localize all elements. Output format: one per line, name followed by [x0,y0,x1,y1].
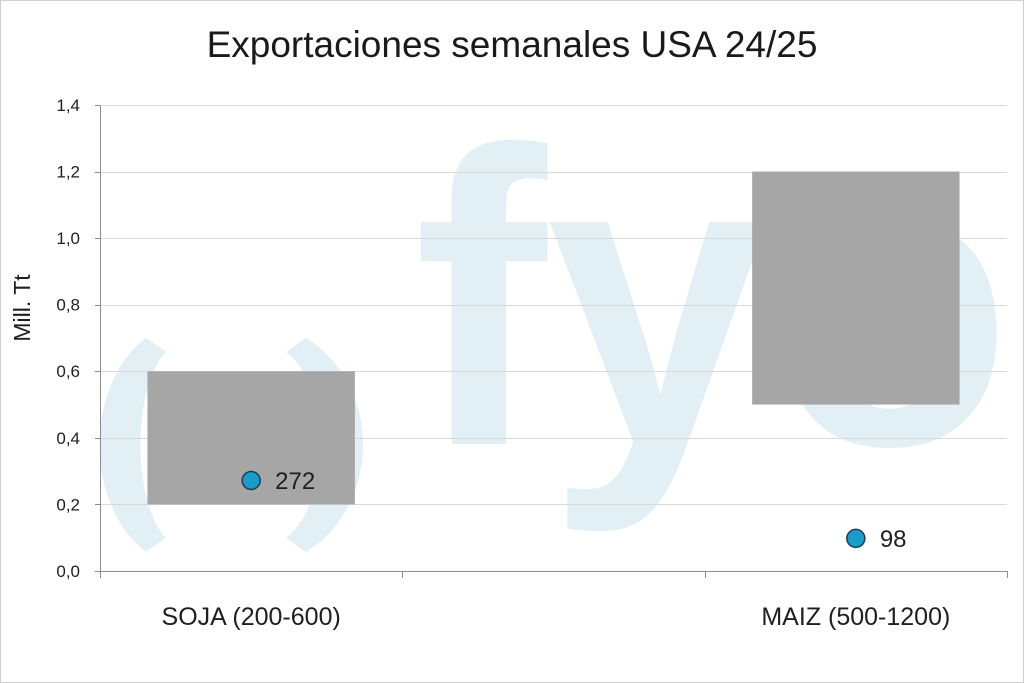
y-tick-label: 1,4 [56,96,80,115]
y-tick-label: 0,8 [56,296,80,315]
watermark-left-paren [99,338,166,552]
y-tick-label: 0,4 [56,429,80,448]
point-label: 98 [880,526,907,553]
y-tick-label: 0,0 [56,562,80,581]
axes [100,105,1007,572]
y-tick-label: 0,6 [56,362,80,381]
chart-title: Exportaciones semanales USA 24/25 [206,24,818,65]
y-axis-label: Mill. Tt [9,274,35,342]
y-tick-label: 1,0 [56,229,80,248]
export-point [846,528,866,549]
range-bar [752,171,960,405]
y-axis-ticks: 0,0 0,2 0,4 0,6 0,8 1,0 1,2 1,4 [56,96,100,581]
point-label: 272 [275,468,315,495]
y-tick-label: 0,2 [56,495,80,514]
x-axis-ticks: SOJA (200-600) MAIZ (500-1200) [100,571,1008,631]
export-point [241,470,261,491]
category-label: MAIZ (500-1200) [761,603,950,631]
export-points: 272 98 [241,468,907,553]
category-label: SOJA (200-600) [162,603,341,631]
y-tick-label: 1,2 [56,163,80,182]
